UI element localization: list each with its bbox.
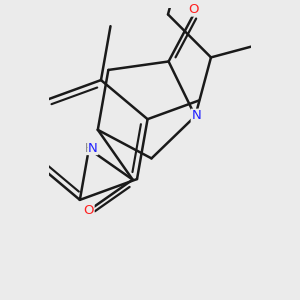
Text: N: N: [88, 142, 98, 154]
Text: N: N: [191, 109, 201, 122]
Text: O: O: [83, 204, 94, 217]
Text: H: H: [85, 142, 93, 154]
Text: O: O: [189, 3, 199, 16]
